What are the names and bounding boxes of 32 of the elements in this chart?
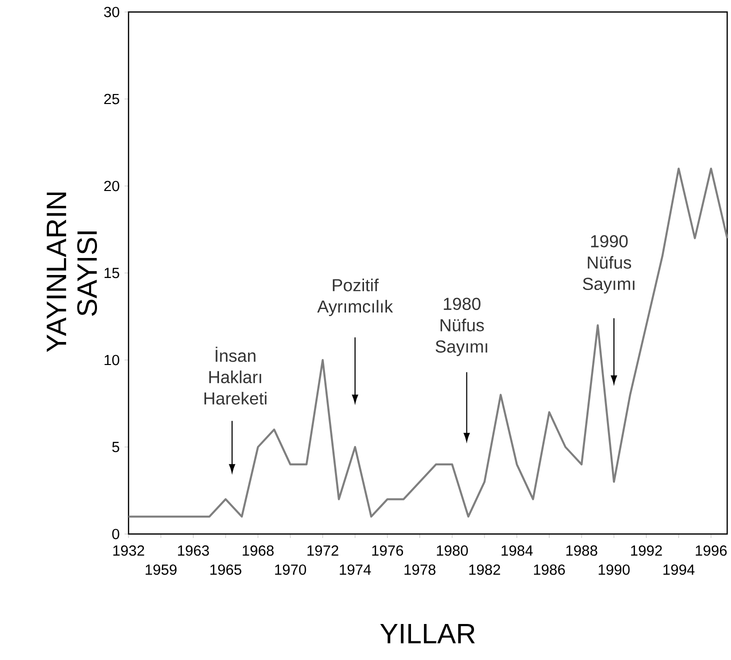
x-tick-label: 1992 [631, 545, 662, 556]
x-tick-label: 1980 [436, 545, 468, 556]
y-tick-label: 0 [112, 528, 120, 540]
x-tick-label: 1990 [598, 564, 630, 575]
x-tick-label: 1982 [469, 564, 500, 575]
x-tick-label: 1996 [696, 545, 727, 556]
x-tick-label: 1932 [113, 545, 144, 556]
annotation: 1980 Nüfus Sayımı [436, 298, 488, 356]
x-tick-label: 1968 [242, 545, 274, 556]
y-tick-label: 5 [112, 442, 120, 452]
annotation: 1990 Nüfus Sayımı [582, 235, 634, 294]
x-tick-label: 1988 [566, 545, 598, 556]
y-tick-label: 25 [104, 94, 120, 104]
x-tick-label: 1986 [534, 564, 565, 575]
x-tick-label: 1978 [404, 564, 436, 575]
y-tick-label: 20 [104, 180, 120, 192]
x-tick-label: 1959 [146, 564, 177, 575]
y-tick-label: 10 [104, 354, 120, 366]
annotation: İnsan Hakları Hareketi [204, 346, 266, 405]
y-tick-label: 30 [104, 6, 120, 18]
x-tick-label: 1984 [502, 545, 533, 556]
x-tick-label: 1976 [372, 545, 404, 556]
annotation: Pozitif Ayrımcılık [317, 278, 393, 316]
x-tick-label: 1994 [663, 564, 695, 575]
y-tick-label: 15 [104, 268, 120, 278]
x-tick-label: 1972 [307, 545, 338, 556]
y-axis-title: YAYINLARIN SAYISI [46, 192, 98, 352]
x-tick-label: 1974 [340, 564, 371, 575]
x-tick-label: 1965 [210, 564, 242, 575]
x-axis-title: YILLAR [380, 624, 475, 644]
x-tick-label: 1963 [178, 545, 209, 556]
x-tick-label: 1970 [275, 564, 306, 575]
